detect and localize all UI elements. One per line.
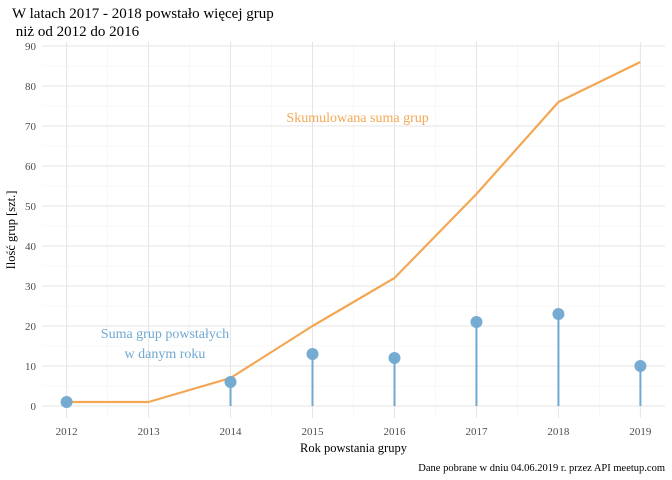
labels: 0 10 20 30 40 50 60 70 80 90 2012 2013 2014 2015 2016 2… [4, 6, 665, 474]
y-tick-label: 0 [31, 401, 37, 413]
annotation-text: w danym roku [125, 347, 206, 362]
lollipop-point [388, 352, 401, 364]
y-tick-label: 20 [25, 321, 37, 333]
lollipop-point [634, 360, 647, 372]
x-tick-label: 2015 [302, 426, 325, 438]
y-tick-label: 40 [25, 241, 37, 253]
marks [60, 61, 647, 408]
lollipop-point [552, 308, 565, 320]
annotation-text: Suma grup powstałych [101, 327, 229, 342]
lollipop-point [224, 376, 237, 388]
y-axis-title: Ilość grup [szt.] [4, 191, 18, 270]
lollipop-point [306, 348, 319, 360]
y-tick-label: 90 [25, 41, 37, 53]
y-tick-label: 60 [25, 161, 37, 173]
x-tick-label: 2016 [383, 426, 406, 438]
cumulative-line [66, 61, 641, 404]
y-tick-label: 50 [25, 201, 37, 213]
y-tick-label: 30 [25, 281, 37, 293]
chart-title: W latach 2017 - 2018 powstało więcej gru… [12, 6, 274, 22]
y-tick-label: 80 [25, 81, 37, 93]
x-tick-label: 2017 [465, 426, 488, 438]
y-tick-label: 10 [25, 361, 37, 373]
lollipop-point [470, 316, 483, 328]
x-tick-label: 2019 [629, 426, 652, 438]
chart-title: niż od 2012 do 2016 [12, 24, 140, 40]
grid [42, 42, 665, 418]
annotation-text: Skumulowana suma grup [286, 111, 428, 126]
y-tick-label: 70 [25, 121, 37, 133]
lollipop-point [60, 396, 73, 408]
x-axis-title: Rok powstania grupy [300, 441, 408, 455]
x-tick-label: 2013 [138, 426, 161, 438]
caption: Dane pobrane w dniu 04.06.2019 r. przez … [418, 463, 665, 474]
x-tick-label: 2014 [220, 426, 243, 438]
x-tick-label: 2012 [56, 426, 78, 438]
x-tick-label: 2018 [547, 426, 570, 438]
